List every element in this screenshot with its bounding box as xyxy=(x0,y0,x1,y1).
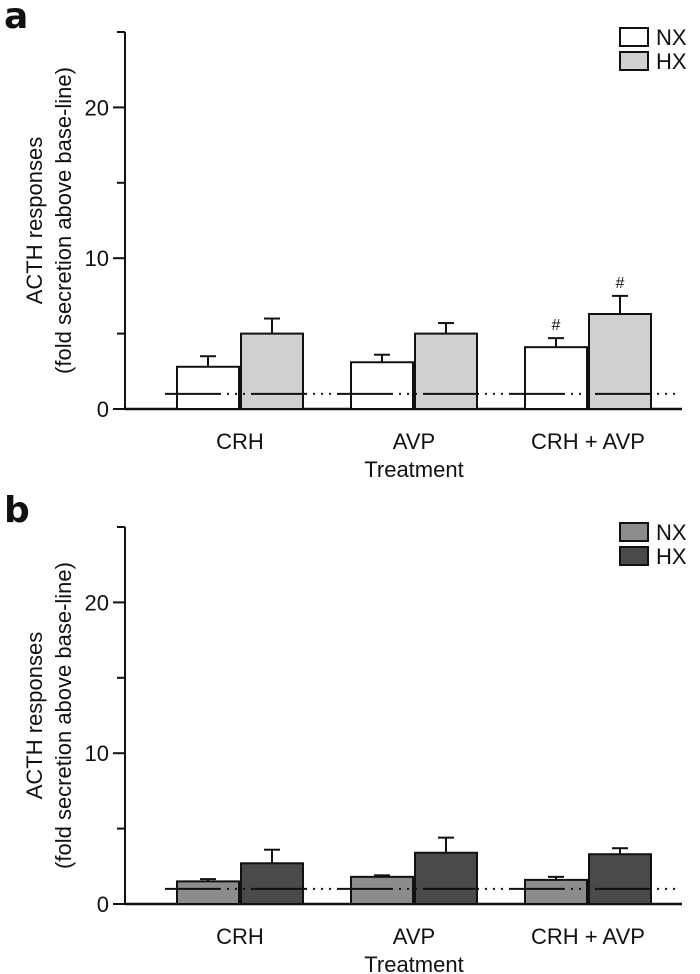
bar xyxy=(350,875,414,906)
legend-swatch xyxy=(619,51,649,71)
y-tick-label: 20 xyxy=(85,590,109,615)
legend-label: NX xyxy=(656,25,687,50)
y-axis-subtitle: (fold secretion above base-line) xyxy=(51,67,76,374)
significance-marker: # xyxy=(616,275,625,292)
bar xyxy=(176,365,240,410)
legend-label: NX xyxy=(656,520,687,545)
bar xyxy=(240,332,304,411)
panel-b: b 0 10 20 ACTH responses (fold secretion abov… xyxy=(4,490,687,974)
y-axis-title: ACTH responses xyxy=(22,632,47,800)
bar xyxy=(524,878,588,906)
y-tick-label: 0 xyxy=(97,892,109,917)
y-tick-label: 20 xyxy=(85,95,109,120)
x-tick-label: AVP xyxy=(393,429,435,454)
bar xyxy=(176,880,240,906)
x-tick-label: CRH xyxy=(216,924,264,949)
significance-marker: # xyxy=(552,317,561,334)
x-axis-title: Treatment xyxy=(364,952,463,974)
x-tick-label: CRH + AVP xyxy=(531,429,645,454)
legend-swatch xyxy=(619,522,649,542)
y-axis-subtitle: (fold secretion above base-line) xyxy=(51,562,76,869)
panel-letter: b xyxy=(4,490,30,531)
bar xyxy=(414,332,478,411)
bar xyxy=(240,862,304,905)
x-tick-label: CRH + AVP xyxy=(531,924,645,949)
panel-letter: a xyxy=(4,0,28,37)
bar xyxy=(414,851,478,906)
legend-label: HX xyxy=(656,544,687,569)
legend-swatch xyxy=(619,546,649,566)
y-tick-label: 10 xyxy=(85,246,109,271)
bar xyxy=(524,346,588,410)
x-tick-label: CRH xyxy=(216,429,264,454)
bar xyxy=(350,361,414,411)
y-axis-title: ACTH responses xyxy=(22,137,47,305)
bar xyxy=(588,853,652,906)
y-tick-label: 0 xyxy=(97,397,109,422)
x-axis-title: Treatment xyxy=(364,457,463,482)
legend-label: HX xyxy=(656,49,687,74)
panel-a: a 0 10 20 ACTH responses (fold secretion abov… xyxy=(4,0,687,482)
legend-swatch xyxy=(619,27,649,47)
x-tick-label: AVP xyxy=(393,924,435,949)
y-tick-label: 10 xyxy=(85,741,109,766)
